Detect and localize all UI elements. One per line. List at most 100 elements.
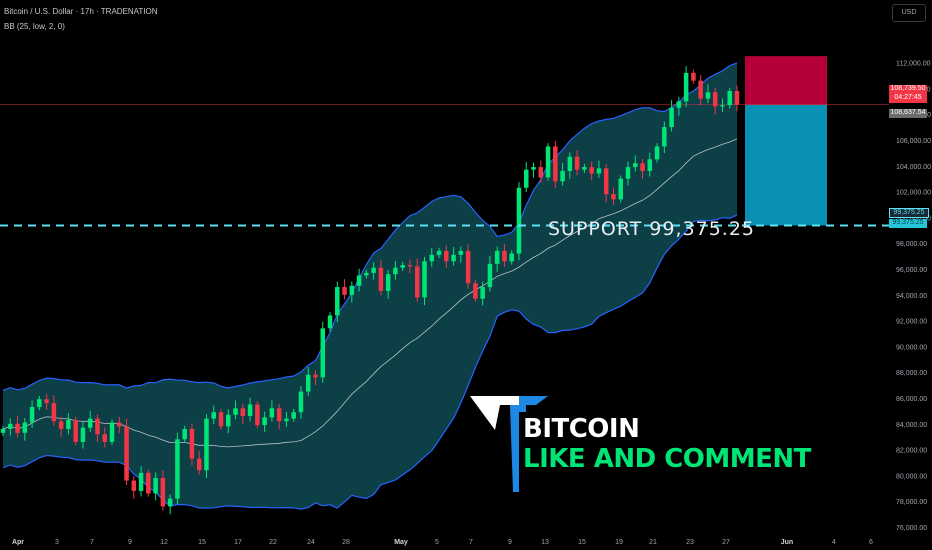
- price-axis[interactable]: 76,000.00 78,000.00 80,000.00 82,000.00 84,0…: [896, 61, 931, 532]
- candle-body: [95, 418, 100, 435]
- candle-body: [516, 187, 522, 254]
- candle-body: [335, 287, 340, 316]
- y-tick-label: 106,000.00: [896, 138, 931, 145]
- candle-body: [204, 418, 209, 471]
- x-tick-label: 17: [234, 539, 242, 546]
- logo-subtitle: LIKE AND COMMENT: [523, 444, 811, 474]
- x-tick-label: 9: [508, 539, 512, 546]
- candle-body: [393, 267, 398, 275]
- band-upper: [2, 62, 738, 391]
- candle-body: [465, 250, 471, 284]
- x-tick-label: 22: [269, 539, 277, 546]
- y-tick-label: 78,000.00: [896, 499, 927, 506]
- y-tick-label: 82,000.00: [896, 448, 927, 455]
- candle-body: [640, 163, 645, 171]
- x-tick-label: 6: [869, 539, 873, 546]
- candle-body: [196, 458, 202, 471]
- candle-body: [487, 263, 493, 288]
- candle-body: [596, 168, 602, 174]
- candle-body: [669, 107, 674, 128]
- x-tick-label: Apr: [12, 539, 24, 546]
- y-tick-label: 94,000.00: [896, 293, 927, 300]
- candle-body: [356, 275, 362, 286]
- time-axis[interactable]: Apr 3 7 9 12 15 17 22 24 28 May 5 7 9 13 15 19 21 23 27 Jun 4…: [12, 539, 873, 546]
- candle-body: [58, 421, 64, 429]
- candle-body: [87, 418, 93, 428]
- candle-body: [175, 439, 180, 499]
- candle-body: [80, 427, 86, 442]
- candle-body: [8, 423, 13, 429]
- candle-body: [291, 412, 296, 419]
- support-price-label-2: 99,375.25: [889, 219, 927, 228]
- candle-body: [734, 90, 740, 105]
- candle-body: [473, 283, 478, 299]
- band-basis: [2, 138, 738, 448]
- x-tick-label: 9: [128, 539, 132, 546]
- target-zone: [745, 104, 827, 226]
- position-zones[interactable]: [0, 56, 889, 226]
- candle-body: [712, 92, 718, 107]
- candle-body: [211, 412, 217, 419]
- currency-button[interactable]: USD: [892, 4, 926, 22]
- candle-body: [502, 250, 507, 262]
- x-tick-label: 3: [55, 539, 59, 546]
- x-tick-label: 15: [578, 539, 586, 546]
- candle-body: [226, 414, 231, 427]
- y-tick-label: 86,000.00: [896, 396, 927, 403]
- candle-body: [567, 156, 573, 171]
- candle-body: [22, 422, 28, 433]
- candle-body: [676, 101, 682, 108]
- candle-body: [662, 127, 667, 147]
- x-tick-label: 23: [686, 539, 694, 546]
- candle-body: [327, 315, 333, 329]
- support-label: SUPPORT 99,375.25: [548, 218, 755, 240]
- candle-body: [691, 72, 696, 81]
- indicator-legend[interactable]: BB (25, low, 2, 0): [4, 22, 65, 31]
- y-tick-label: 88,000.00: [896, 370, 927, 377]
- candle-body: [233, 408, 238, 415]
- candle-body: [320, 328, 326, 378]
- candle-body: [531, 167, 536, 170]
- candle-body: [153, 477, 158, 494]
- candle-body: [378, 267, 384, 291]
- candle-body: [167, 498, 173, 507]
- x-tick-label: 21: [649, 539, 657, 546]
- candle-body: [262, 417, 267, 426]
- y-tick-label: 76,000.00: [896, 525, 927, 532]
- stop-zone: [745, 56, 827, 105]
- candle-body: [480, 287, 485, 299]
- candle-body: [138, 472, 144, 491]
- candle-body: [603, 168, 609, 195]
- candle-body: [451, 254, 456, 262]
- candle-body: [422, 261, 427, 298]
- candle-body: [647, 159, 653, 171]
- candles: [0, 66, 740, 515]
- candle-body: [109, 422, 115, 442]
- candle-body: [247, 404, 253, 417]
- candle-body: [182, 428, 187, 440]
- support-price-label: 99,375.25: [889, 208, 929, 218]
- candle-body: [545, 146, 551, 178]
- candle-body: [51, 403, 57, 422]
- candle-body: [385, 274, 391, 291]
- countdown-label: 04:27:45: [889, 94, 927, 103]
- y-tick-label: 96,000.00: [896, 267, 927, 274]
- x-tick-label: 15: [198, 539, 206, 546]
- candle-body: [44, 399, 49, 404]
- y-tick-label: 102,000.00: [896, 190, 931, 197]
- candle-body: [720, 105, 725, 107]
- candle-body: [146, 472, 151, 494]
- candle-body: [117, 422, 122, 427]
- candle-body: [618, 178, 623, 200]
- candle-body: [124, 426, 129, 481]
- candle-body: [538, 167, 544, 178]
- candle-body: [73, 419, 78, 442]
- candle-body: [37, 399, 42, 408]
- y-tick-label: 112,000.00: [896, 61, 931, 68]
- x-tick-label: 12: [160, 539, 168, 546]
- bb-upper-label: 108,637.54: [889, 109, 927, 118]
- candle-body: [298, 391, 304, 413]
- candle-body: [284, 418, 289, 422]
- y-tick-label: 84,000.00: [896, 422, 927, 429]
